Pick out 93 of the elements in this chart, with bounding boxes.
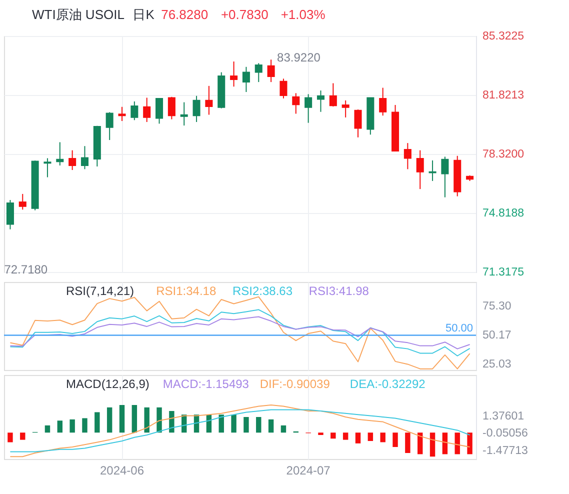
candlestick: [205, 85, 213, 116]
bar: [417, 432, 423, 454]
bar: [342, 432, 348, 440]
bar: [144, 407, 150, 433]
candlestick: [441, 156, 449, 198]
bar: [244, 417, 249, 433]
series-label: DIF:-0.90039: [260, 377, 330, 391]
bar: [355, 432, 361, 444]
y-tick-label: 74.8188: [482, 208, 524, 220]
annotation: 72.7180: [4, 262, 48, 276]
bar: [454, 432, 460, 454]
text: 76.8280: [161, 7, 208, 22]
candlestick: [156, 98, 164, 124]
y-tick-label: 78.3200: [482, 148, 524, 160]
candlestick: [106, 112, 114, 141]
candlestick: [404, 142, 412, 170]
candlestick: [18, 193, 26, 210]
chart-title: MACD(12,26,9): [66, 377, 150, 391]
bar: [256, 417, 262, 433]
bar: [106, 407, 112, 433]
y-tick-label: -1.47713: [482, 444, 528, 457]
candlestick: [56, 142, 64, 166]
chart-title: WTI原油 USOIL: [32, 7, 124, 22]
bar: [169, 411, 174, 433]
candlestick: [304, 94, 312, 124]
bar: [405, 432, 410, 453]
candlestick: [292, 92, 300, 114]
candlestick: [329, 82, 337, 107]
chart-subtitle: 日K: [132, 7, 155, 22]
series-label: MACD:-1.15493: [162, 377, 250, 391]
bar: [70, 419, 75, 433]
text: +0.7830: [220, 7, 268, 22]
bar: [430, 432, 436, 457]
candlestick: [192, 95, 200, 122]
bar: [82, 418, 88, 433]
bar: [392, 432, 398, 447]
bar: [119, 405, 125, 433]
candlestick: [379, 87, 387, 116]
candlestick: [143, 97, 151, 122]
candlestick: [180, 102, 188, 126]
candlestick: [6, 200, 14, 230]
bar: [467, 432, 472, 454]
y-tick-label: 25.03: [482, 358, 512, 371]
bar: [20, 432, 26, 440]
bar: [44, 425, 50, 433]
annotation: 83.9220: [277, 50, 321, 65]
bar: [8, 432, 13, 442]
series-label: RSI1:34.18: [156, 284, 216, 298]
candlestick: [242, 66, 250, 92]
chart-title: RSI(7,14,21): [66, 284, 134, 298]
line-series: [10, 309, 470, 356]
candlestick: [230, 60, 238, 88]
candlestick: [44, 158, 52, 178]
candlestick: [416, 150, 424, 190]
text: +1.03%: [280, 7, 326, 22]
text: RSI3:41.98: [308, 284, 370, 298]
y-tick-label: 1.37601: [482, 410, 524, 423]
y-tick-label: 75.30: [482, 300, 512, 312]
candlestick: [280, 78, 288, 99]
candlestick: [354, 109, 362, 138]
candlestick: [130, 100, 138, 121]
bar: [368, 432, 374, 441]
series-label: RSI2:38.63: [232, 284, 293, 298]
bar: [442, 432, 448, 454]
x-tick-label: 2024-06: [100, 464, 144, 478]
y-tick-label: -0.05056: [482, 428, 528, 440]
bar: [380, 432, 386, 442]
candlestick: [342, 100, 350, 118]
bar: [94, 412, 100, 433]
candlestick: [254, 62, 262, 83]
bar: [280, 425, 286, 433]
candlestick: [316, 90, 324, 112]
candlestick: [267, 59, 275, 83]
y-tick-label: 81.8213: [482, 90, 524, 102]
bar: [57, 420, 63, 433]
candlestick: [68, 150, 76, 171]
candlestick: [168, 96, 176, 120]
y-tick-label: 85.3225: [482, 30, 524, 42]
y-tick-label: 50.17: [482, 330, 512, 342]
bar: [156, 407, 162, 433]
series-label: DEA:-0.32292: [350, 377, 426, 391]
bar: [268, 419, 274, 433]
bar: [330, 432, 336, 439]
x-tick-label: 2024-07: [286, 464, 331, 478]
bar: [231, 414, 236, 433]
line-series: [10, 296, 470, 370]
candlestick: [118, 106, 126, 122]
y-tick-label: 71.3175: [482, 266, 524, 278]
bar: [132, 405, 138, 433]
ref-line-label: 50.00: [445, 322, 473, 334]
candlestick: [80, 146, 88, 170]
bar: [218, 414, 224, 433]
line-series: [10, 316, 470, 350]
